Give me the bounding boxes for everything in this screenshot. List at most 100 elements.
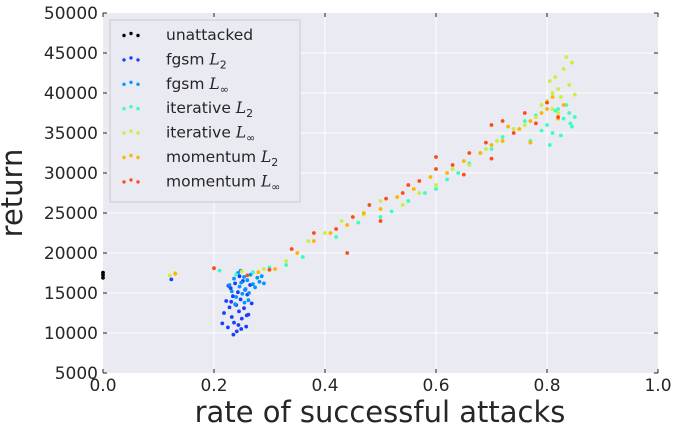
series-1-point — [234, 329, 239, 334]
legend-label: fgsm L2 — [166, 50, 227, 71]
series-1-point — [242, 306, 246, 311]
series-5-point — [528, 119, 533, 123]
series-5-point — [445, 171, 449, 175]
x-axis-label: rate of successful attacks — [195, 395, 566, 429]
series-5-point — [528, 140, 533, 145]
legend-label: fgsm L∞ — [166, 75, 229, 96]
series-4-point — [522, 123, 527, 127]
series-5-point — [500, 139, 505, 143]
series-1-point — [232, 320, 236, 325]
y-tick-label: 5000 — [55, 364, 98, 384]
y-tick-label: 35000 — [44, 124, 98, 144]
series-6-point — [384, 196, 388, 201]
series-2-point — [242, 275, 246, 279]
series-6-point — [212, 266, 216, 271]
series-3-point — [434, 187, 438, 191]
series-4-point — [484, 147, 488, 151]
series-4-point — [572, 92, 577, 97]
series-5-point — [312, 239, 316, 243]
series-4-point — [262, 267, 266, 271]
legend-marker — [129, 178, 133, 182]
x-tick-label: 0.0 — [89, 376, 116, 396]
series-3-point — [378, 215, 383, 219]
series-6-point — [334, 227, 338, 231]
series-4-point — [561, 67, 566, 71]
legend-marker — [122, 131, 126, 135]
series-4-point — [564, 55, 569, 59]
series-1-point — [220, 321, 225, 326]
y-tick-label: 50000 — [44, 4, 98, 24]
series-3-point — [550, 131, 555, 135]
series-4-point — [553, 75, 558, 79]
series-6-point — [511, 131, 516, 135]
legend-marker — [129, 129, 133, 133]
series-2-point — [239, 280, 244, 285]
series-5-point — [478, 151, 483, 155]
series-1-point — [236, 290, 240, 295]
series-3-point — [217, 268, 222, 273]
series-4-point — [467, 163, 472, 167]
series-6-point — [345, 251, 350, 255]
y-tick-label: 25000 — [44, 204, 98, 224]
legend-label: unattacked — [166, 26, 253, 44]
series-1-point — [224, 299, 229, 303]
series-6-point — [289, 247, 294, 251]
series-2-point — [251, 282, 255, 287]
series-5-point — [561, 103, 566, 107]
series-4-point — [434, 183, 438, 187]
legend-marker — [129, 56, 133, 60]
series-4-point — [339, 219, 344, 223]
series-4-point — [450, 167, 455, 171]
series-1-point — [233, 281, 238, 286]
series-4-point — [567, 83, 572, 87]
series-6-point — [461, 172, 466, 177]
series-6-point — [378, 219, 383, 223]
series-4-point — [570, 60, 574, 65]
y-tick-label: 10000 — [44, 324, 98, 344]
series-3-point — [300, 255, 305, 259]
series-4-point — [167, 273, 172, 278]
series-3-point — [564, 103, 569, 107]
series-6-point — [450, 163, 455, 167]
series-5-point — [517, 127, 522, 131]
series-4-point — [400, 203, 405, 207]
series-3-point — [234, 272, 239, 277]
series-5-point — [361, 211, 366, 215]
series-4-point — [239, 269, 244, 274]
series-3-point — [389, 209, 394, 214]
series-3-point — [456, 171, 461, 175]
series-6-point — [350, 215, 355, 219]
series-5-point — [411, 187, 416, 191]
y-tick-label: 45000 — [44, 44, 98, 64]
series-6-point — [434, 155, 438, 159]
legend-marker — [122, 33, 126, 38]
series-6-point — [545, 100, 549, 105]
series-6-point — [484, 140, 488, 145]
series-1-point — [229, 299, 234, 304]
series-6-point — [522, 111, 527, 115]
series-4-point — [539, 103, 544, 107]
series-1-point — [228, 286, 233, 291]
series-4-point — [556, 111, 560, 115]
x-tick-label: 1.0 — [644, 376, 671, 396]
series-6-point — [417, 179, 422, 183]
series-1-point — [229, 315, 234, 319]
series-6-point — [489, 123, 494, 127]
data-points — [101, 55, 577, 337]
series-2-point — [227, 283, 232, 287]
series-2-point — [234, 295, 239, 299]
series-5-point — [428, 175, 433, 179]
legend-marker — [129, 153, 133, 158]
series-3-point — [553, 108, 558, 113]
series-1-point — [236, 323, 241, 327]
series-2-point — [253, 285, 257, 290]
series-6-point — [434, 167, 438, 171]
series-2-point — [248, 272, 253, 277]
y-axis-label: return — [0, 149, 29, 238]
series-6-point — [245, 273, 250, 278]
series-1-point — [237, 274, 242, 279]
x-tick-label: 0.4 — [311, 376, 338, 396]
series-3-point — [572, 115, 577, 119]
series-5-point — [295, 251, 300, 255]
legend-marker — [136, 180, 140, 184]
